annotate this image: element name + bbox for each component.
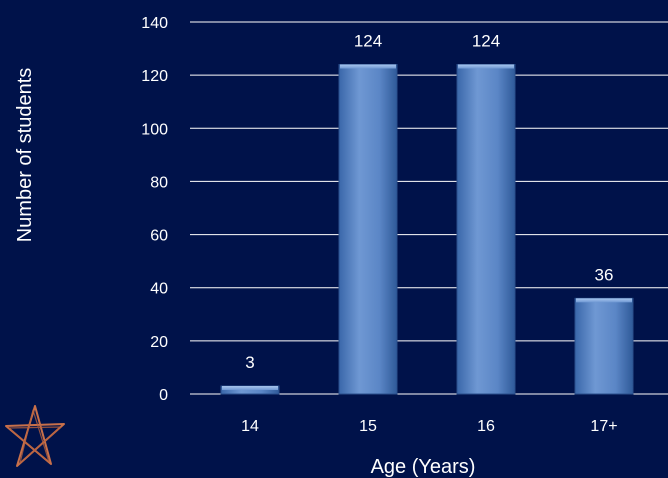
y-tick-label: 60 bbox=[150, 228, 168, 245]
bar-15 bbox=[338, 64, 398, 395]
x-tick-label: 15 bbox=[359, 418, 377, 435]
bar-16 bbox=[456, 64, 516, 395]
data-label: 3 bbox=[245, 353, 254, 372]
bar-cap bbox=[340, 64, 396, 69]
x-tick-label: 16 bbox=[477, 418, 495, 435]
gridlines bbox=[190, 21, 668, 395]
bar-cap bbox=[458, 64, 514, 69]
x-axis-ticks: 14 15 16 17+ bbox=[241, 418, 617, 435]
y-tick-label: 40 bbox=[150, 281, 168, 298]
data-label: 36 bbox=[595, 265, 614, 284]
bar-cap bbox=[222, 386, 278, 391]
y-tick-label: 100 bbox=[141, 121, 168, 138]
y-tick-label: 140 bbox=[141, 15, 168, 32]
y-tick-label: 80 bbox=[150, 174, 168, 191]
y-axis-ticks: 0 20 40 60 80 100 120 140 bbox=[141, 15, 168, 404]
data-label: 124 bbox=[472, 32, 500, 51]
star-doodle-icon bbox=[5, 405, 65, 467]
bar-cap bbox=[576, 298, 632, 303]
x-axis-title: Age (Years) bbox=[371, 456, 476, 478]
y-tick-label: 20 bbox=[150, 334, 168, 351]
bars bbox=[220, 64, 634, 395]
bar-17plus bbox=[574, 297, 634, 395]
y-tick-label: 0 bbox=[159, 387, 168, 404]
data-label: 124 bbox=[354, 32, 382, 51]
y-axis-title: Number of students bbox=[14, 68, 36, 243]
data-labels: 3 124 124 36 bbox=[245, 32, 613, 373]
x-tick-label: 17+ bbox=[590, 418, 617, 435]
x-tick-label: 14 bbox=[241, 418, 259, 435]
y-tick-label: 120 bbox=[141, 68, 168, 85]
